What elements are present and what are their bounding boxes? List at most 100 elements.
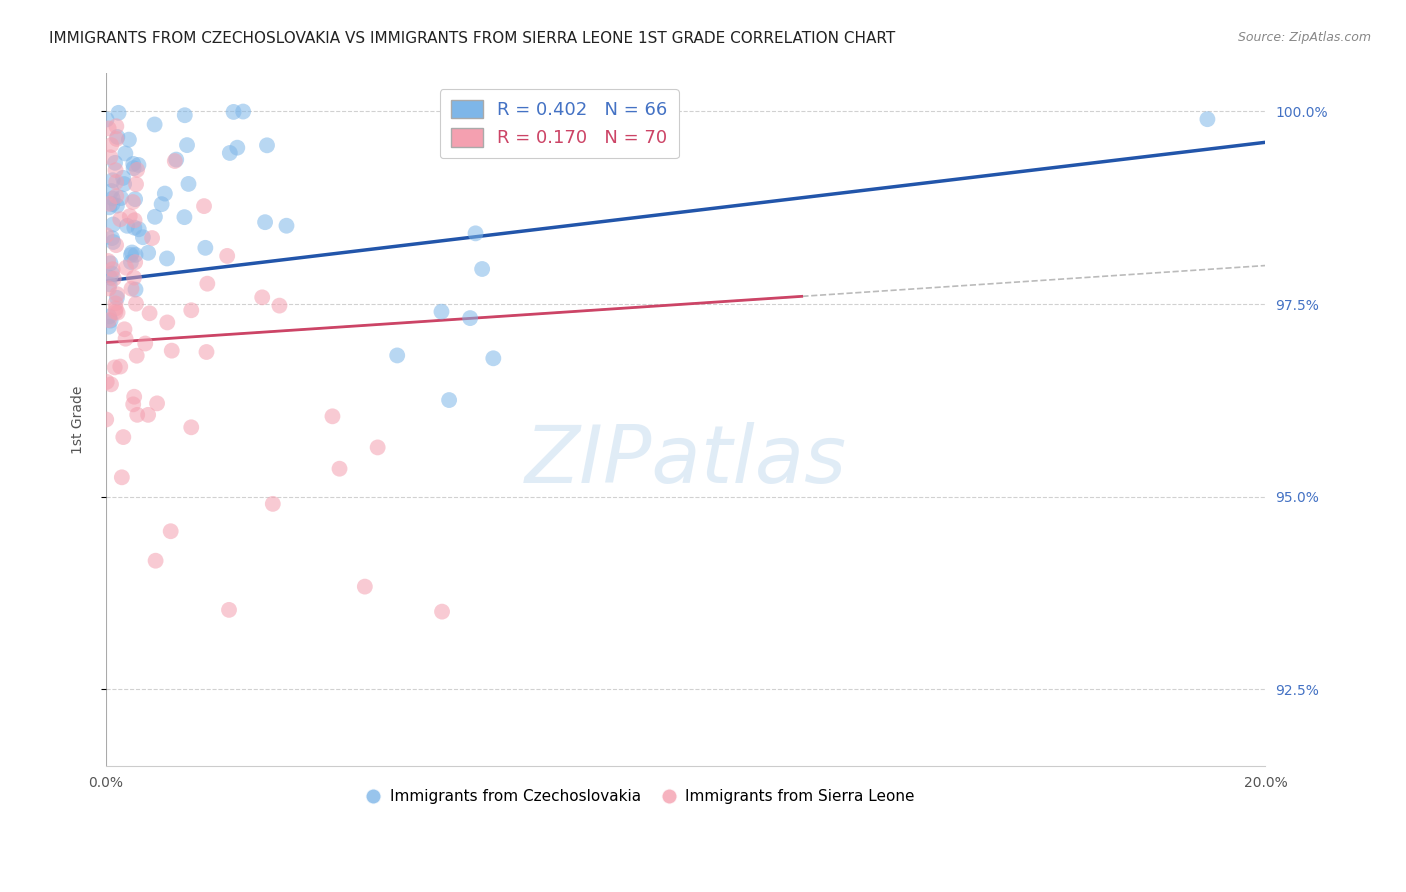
Point [124, 192, 146, 206]
Point [101, 267, 124, 281]
Point [114, 322, 136, 336]
Point [160, 343, 183, 358]
Point [232, 104, 254, 119]
Point [180, 420, 202, 434]
Point [252, 290, 274, 304]
Point [125, 296, 148, 310]
Point [177, 177, 200, 191]
Point [104, 305, 127, 319]
Point [103, 271, 125, 285]
Point [100, 256, 122, 270]
Point [100, 138, 122, 153]
Point [98, 313, 121, 327]
Point [98, 310, 121, 324]
Point [125, 178, 148, 192]
Point [96, 412, 118, 426]
Point [124, 213, 146, 227]
Point [104, 156, 127, 170]
Point [98, 277, 121, 292]
Point [1197, 112, 1219, 127]
Text: ZIPatlas: ZIPatlas [524, 422, 846, 500]
Point [387, 348, 409, 362]
Point [163, 154, 186, 169]
Point [114, 146, 136, 161]
Point [98, 270, 121, 285]
Point [127, 162, 149, 177]
Point [98, 197, 121, 211]
Point [105, 132, 128, 146]
Point [101, 197, 124, 211]
Point [156, 315, 179, 329]
Point [136, 408, 159, 422]
Point [173, 210, 195, 224]
Point [127, 158, 149, 172]
Point [128, 222, 150, 236]
Point [430, 605, 453, 619]
Point [471, 262, 494, 277]
Point [114, 332, 136, 346]
Point [101, 192, 124, 206]
Point [254, 215, 277, 229]
Point [110, 191, 132, 205]
Point [124, 255, 146, 269]
Point [110, 359, 132, 374]
Point [105, 120, 128, 134]
Point [97, 281, 120, 295]
Point [105, 189, 128, 203]
Point [101, 218, 124, 232]
Point [458, 311, 481, 326]
Point [115, 219, 138, 233]
Point [105, 238, 128, 252]
Point [100, 184, 122, 198]
Point [121, 282, 143, 296]
Point [101, 262, 124, 277]
Point [195, 277, 218, 291]
Point [218, 145, 240, 160]
Point [120, 248, 142, 262]
Point [464, 227, 486, 241]
Point [127, 408, 149, 422]
Point [111, 470, 134, 484]
Point [115, 260, 138, 275]
Point [104, 301, 127, 316]
Point [437, 392, 460, 407]
Point [112, 430, 135, 444]
Point [136, 245, 159, 260]
Point [145, 554, 167, 568]
Point [353, 580, 375, 594]
Point [132, 230, 155, 244]
Point [430, 304, 453, 318]
Legend: Immigrants from Czechoslovakia, Immigrants from Sierra Leone: Immigrants from Czechoslovakia, Immigran… [357, 783, 921, 811]
Point [124, 248, 146, 262]
Point [122, 157, 145, 171]
Point [150, 197, 173, 211]
Point [122, 161, 145, 176]
Point [122, 270, 145, 285]
Point [367, 441, 389, 455]
Point [110, 212, 132, 227]
Point [101, 231, 124, 245]
Point [112, 170, 135, 185]
Point [122, 390, 145, 404]
Point [138, 306, 160, 320]
Y-axis label: 1st Grade: 1st Grade [72, 385, 86, 454]
Point [328, 461, 350, 475]
Point [96, 375, 118, 389]
Point [96, 112, 118, 127]
Point [120, 255, 142, 269]
Point [105, 175, 128, 189]
Point [100, 313, 122, 327]
Point [96, 228, 118, 243]
Text: IMMIGRANTS FROM CZECHOSLOVAKIA VS IMMIGRANTS FROM SIERRA LEONE 1ST GRADE CORRELA: IMMIGRANTS FROM CZECHOSLOVAKIA VS IMMIGR… [49, 31, 896, 46]
Point [276, 219, 298, 233]
Point [104, 360, 127, 375]
Point [112, 177, 135, 191]
Point [125, 349, 148, 363]
Point [98, 200, 121, 214]
Point [124, 283, 146, 297]
Point [159, 524, 181, 539]
Point [105, 130, 128, 145]
Point [122, 194, 145, 209]
Point [222, 104, 245, 119]
Point [180, 303, 202, 318]
